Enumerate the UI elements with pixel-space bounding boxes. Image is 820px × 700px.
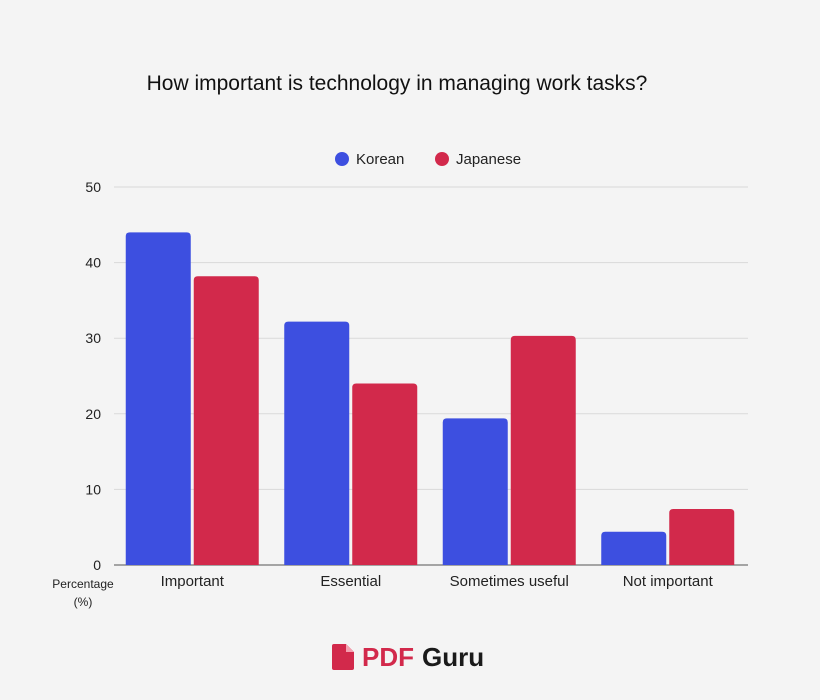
x-axis-categories: Important Essential Sometimes useful Not im… [161,573,714,590]
y-axis-label-line2: (%) [74,595,93,609]
legend-marker-korean [335,152,349,166]
bar-korean-sometimes-useful [442,418,508,565]
x-category-label: Not important [623,573,714,590]
bar-korean-important [125,232,191,566]
bar-japanese-not-important [669,509,735,565]
bar-japanese-important [193,276,259,565]
document-icon [332,644,354,670]
brand-logo: PDF Guru [332,642,484,672]
chart-title: How important is technology in managing … [147,72,648,95]
brand-name-guru: Guru [422,642,484,672]
y-tick-label: 40 [85,255,101,271]
legend-marker-japanese [435,152,449,166]
legend-label-korean: Korean [356,151,404,168]
brand-name-pdf: PDF [362,642,414,672]
legend-label-japanese: Japanese [456,151,521,168]
x-category-label: Sometimes useful [450,573,569,590]
y-tick-label: 50 [85,179,101,195]
x-category-label: Essential [320,573,381,590]
bars [125,232,735,566]
y-axis-ticks: 0 10 20 30 40 50 [85,179,101,573]
y-tick-label: 20 [85,406,101,422]
x-category-label: Important [161,573,225,590]
y-tick-label: 30 [85,330,101,346]
bar-japanese-sometimes-useful [510,335,576,565]
bar-korean-essential [284,321,350,565]
y-axis-label-line1: Percentage [52,577,114,591]
bar-korean-not-important [601,531,667,565]
y-tick-label: 10 [85,481,101,497]
y-tick-label: 0 [93,557,101,573]
legend: Korean Japanese [335,151,521,168]
bar-japanese-essential [352,383,418,565]
